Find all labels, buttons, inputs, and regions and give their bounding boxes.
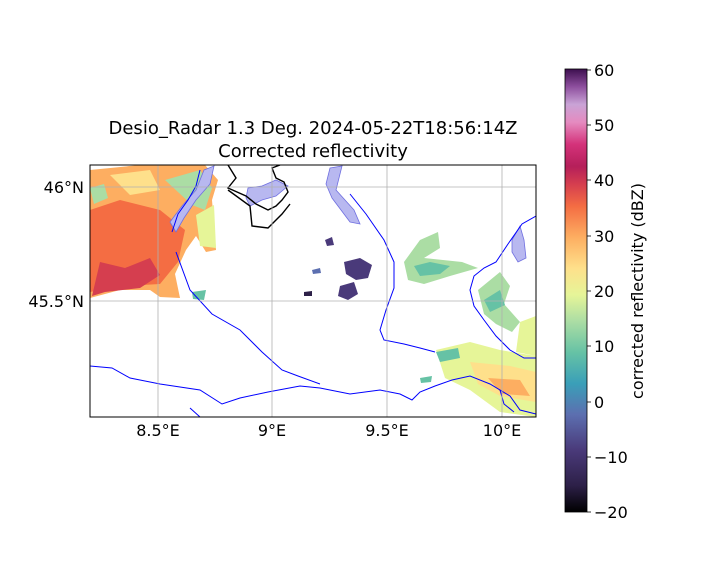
- colorbar-tick-label: 0: [594, 393, 604, 412]
- colorbar-tick-label: −20: [594, 503, 628, 522]
- plot-title-line-2: Corrected reflectivity: [218, 141, 408, 162]
- colorbar-tick-label: 20: [594, 282, 614, 301]
- colorbar: 60 50 40 30 20 10 0 −10 −20 corrected re…: [564, 61, 647, 522]
- colorbar-tick-label: 50: [594, 116, 614, 135]
- lon-tick-label: 8.5°E: [136, 421, 180, 440]
- lon-tick-label: 9°E: [258, 421, 286, 440]
- lon-tick-label: 9.5°E: [365, 421, 409, 440]
- lon-tick-label: 10°E: [483, 421, 521, 440]
- radar-echo-center: [304, 237, 372, 300]
- colorbar-label: corrected reflectivity (dBZ): [628, 183, 647, 399]
- lat-tick-label: 45.5°N: [28, 292, 84, 311]
- colorbar-tick-label: 60: [594, 61, 614, 80]
- lat-tick-label: 46°N: [44, 178, 84, 197]
- colorbar-tick-label: −10: [594, 448, 628, 467]
- lakes: [169, 165, 527, 263]
- radar-echo-east: [404, 232, 536, 417]
- colorbar-tick-label: 30: [594, 227, 614, 246]
- rivers: [90, 169, 536, 417]
- colorbar-tick-label: 10: [594, 337, 614, 356]
- map-panel: [89, 164, 537, 418]
- plot-title-line-1: Desio_Radar 1.3 Deg. 2024-05-22T18:56:14…: [108, 118, 518, 139]
- gridlines: [90, 165, 536, 417]
- map-frame: [89, 164, 537, 418]
- colorbar-tick-label: 40: [594, 171, 614, 190]
- colorbar-gradient: [564, 68, 588, 513]
- national-border: [226, 165, 289, 211]
- national-border-west: [227, 189, 291, 229]
